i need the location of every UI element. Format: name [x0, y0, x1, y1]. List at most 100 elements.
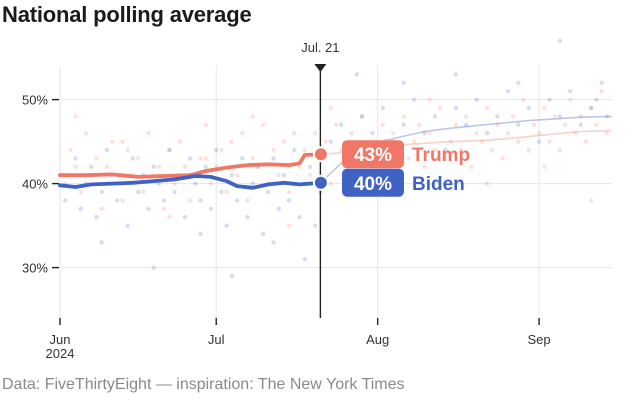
poll-dot-biden-26: [198, 198, 203, 203]
poll-dot-biden-73: [568, 89, 573, 94]
poll-dot-trump-96: [562, 122, 568, 128]
poll-dot-biden-82: [271, 240, 276, 245]
poll-dot-trump-55: [349, 131, 354, 136]
poll-dot-trump-19: [162, 206, 167, 211]
poll-dot-biden-31: [224, 223, 229, 228]
poll-dot-trump-7: [99, 206, 104, 211]
poll-dot-trump-73: [443, 156, 448, 161]
poll-dot-trump-92: [542, 105, 547, 111]
date-marker-arrow: [314, 64, 327, 72]
poll-dot-trump-94: [552, 114, 557, 119]
poll-dot-biden-16: [146, 206, 151, 211]
poll-dot-biden-72: [557, 114, 563, 119]
poll-dot-trump-32: [229, 139, 234, 144]
poll-dot-biden-61: [443, 147, 448, 153]
poll-dot-trump-15: [141, 189, 146, 195]
poll-dot-biden-64: [474, 97, 479, 102]
poll-dot-trump-99: [578, 114, 583, 119]
poll-dot-trump-114: [484, 181, 490, 186]
poll-dot-trump-44: [292, 131, 297, 136]
poll-dot-trump-9: [109, 139, 115, 144]
poll-dot-trump-34: [240, 131, 245, 136]
poll-dot-biden-21: [172, 189, 177, 195]
poll-dot-biden-39: [266, 189, 271, 195]
value-badge-trump: [342, 140, 404, 169]
poll-dot-biden-24: [188, 156, 193, 161]
poll-dot-trump-91: [536, 131, 542, 136]
poll-dot-trump-84: [500, 156, 505, 161]
poll-dot-trump-79: [474, 131, 479, 136]
poll-dot-trump-30: [219, 147, 224, 153]
series-label-trump: Trump: [412, 145, 470, 166]
poll-dot-trump-77: [464, 114, 469, 119]
poll-dot-trump-93: [547, 139, 552, 144]
poll-dot-biden-77: [604, 114, 609, 119]
poll-dot-trump-66: [406, 156, 412, 161]
poll-dot-biden-74: [578, 122, 583, 128]
poll-dot-trump-116: [589, 198, 594, 203]
poll-dot-biden-8: [104, 147, 110, 153]
poll-dot-biden-42: [281, 173, 287, 178]
poll-dot-trump-31: [224, 189, 229, 195]
current-value-labels-layer: 43% Trump 40% Biden: [312, 140, 470, 197]
poll-dot-biden-75: [589, 105, 594, 111]
poll-dot-trump-98: [573, 131, 578, 136]
poll-dot-biden-20: [167, 147, 172, 153]
average-lines-layer: [58, 152, 323, 190]
x-tick-label-1: Jul: [208, 332, 225, 347]
poll-dot-biden-65: [484, 131, 490, 136]
date-marker-label: Jul. 21: [301, 40, 339, 55]
poll-dot-biden-36: [250, 181, 255, 186]
poll-dot-trump-8: [104, 164, 110, 169]
poll-dot-biden-30: [219, 189, 224, 195]
poll-dot-biden-78: [99, 240, 104, 245]
poll-dot-biden-14: [135, 189, 141, 195]
poll-dot-trump-67: [411, 139, 417, 144]
endpoint-dot-trump: [312, 146, 329, 163]
poll-dot-trump-81: [484, 105, 490, 111]
poll-dot-trump-52: [333, 122, 339, 128]
poll-dot-biden-53: [359, 114, 365, 119]
poll-dot-trump-89: [526, 147, 531, 153]
poll-dot-biden-45: [297, 215, 302, 220]
poll-dot-trump-76: [458, 147, 464, 153]
poll-dot-biden-41: [276, 206, 281, 211]
poll-dot-trump-16: [146, 131, 151, 136]
date-marker-layer: Jul. 21: [301, 40, 340, 318]
value-text-trump: 43%: [354, 145, 392, 166]
poll-dot-trump-74: [448, 139, 453, 144]
poll-dot-trump-95: [557, 147, 563, 153]
poll-dot-trump-35: [245, 198, 250, 203]
poll-dot-biden-0: [62, 198, 68, 203]
poll-dot-trump-40: [271, 147, 276, 153]
poll-dot-trump-103: [599, 89, 604, 94]
poll-dot-biden-69: [526, 105, 531, 111]
series-label-biden: Biden: [412, 174, 465, 195]
poll-dot-biden-57: [401, 122, 406, 128]
poll-dot-trump-70: [427, 131, 432, 136]
poll-dot-trump-104: [604, 131, 609, 136]
poll-dot-trump-110: [286, 223, 292, 228]
poll-dot-trump-83: [495, 122, 500, 128]
poll-dot-biden-83: [302, 257, 307, 262]
poll-dot-trump-61: [380, 122, 386, 128]
poll-dot-trump-115: [542, 164, 547, 169]
poll-dot-biden-44: [292, 147, 297, 153]
poll-dot-biden-3: [78, 206, 84, 211]
poll-dot-trump-26: [198, 156, 203, 161]
poll-dot-trump-3: [78, 189, 84, 195]
poll-dot-trump-101: [589, 105, 594, 111]
poll-dot-biden-32: [229, 173, 234, 178]
poll-dot-trump-2: [73, 164, 78, 169]
poll-dot-biden-62: [453, 105, 458, 111]
poll-dot-biden-29: [214, 147, 219, 153]
poll-dot-trump-27: [203, 122, 208, 128]
poll-dot-trump-90: [531, 122, 537, 128]
poll-dot-trump-42: [281, 139, 287, 144]
x-tick-label-3: Sep: [528, 332, 551, 347]
poll-dot-trump-11: [120, 198, 125, 203]
poll-dot-trump-28: [208, 181, 214, 186]
poll-dot-trump-45: [297, 164, 302, 169]
poll-dot-biden-66: [495, 114, 500, 119]
